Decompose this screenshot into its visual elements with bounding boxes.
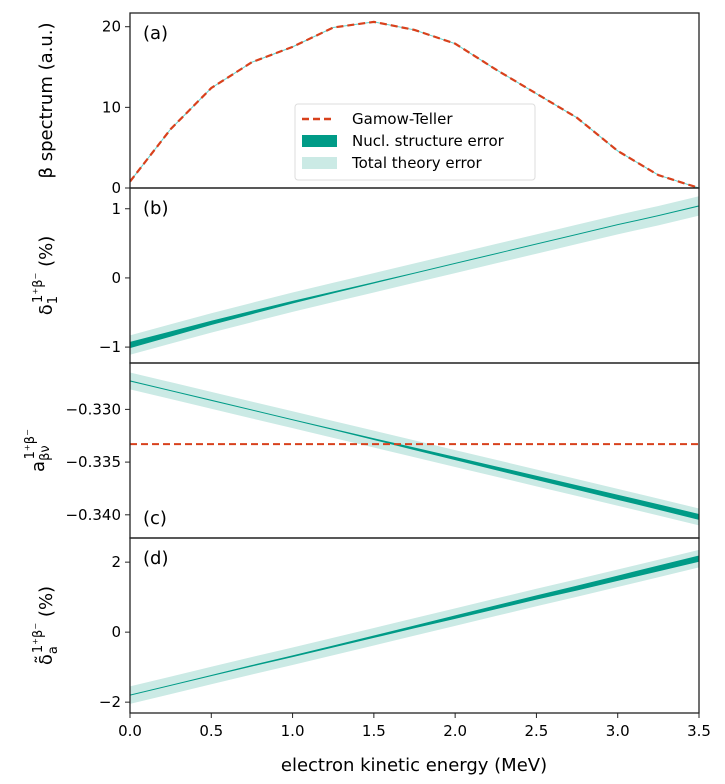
panel-tag: (c): [143, 508, 167, 529]
panel-1: −1 0 1 (b) δ11⁺β⁻ (%): [31, 187, 700, 364]
legend-nucl-structure-error: Nucl. structure error: [352, 132, 505, 150]
gamow-teller-line: [130, 20, 699, 188]
y-tick-label: 10: [102, 98, 121, 116]
y-axis-label: δ11⁺β⁻ (%): [31, 236, 61, 315]
x-tick-label: 2.5: [524, 722, 548, 740]
x-tick-label: 2.0: [443, 722, 467, 740]
panel-tag: (b): [143, 198, 168, 219]
y-tick-label: −0.330: [65, 400, 121, 418]
y-axis-label: aβν1⁺β⁻: [23, 429, 53, 472]
axes-frame: [129, 537, 700, 714]
y-tick-label: 0: [111, 623, 121, 641]
y-tick-label: 0: [111, 269, 121, 287]
nucl-error-band: [130, 380, 699, 520]
x-tick-label: 1.0: [281, 722, 305, 740]
y-tick-label: −2: [99, 693, 121, 711]
y-tick-label: 1: [111, 200, 121, 218]
legend-gamow-teller: Gamow-Teller: [352, 110, 453, 128]
x-tick-label: 1.5: [362, 722, 386, 740]
y-tick-label: −0.340: [65, 506, 121, 524]
legend-total-swatch: [302, 157, 337, 169]
total-error-band: [130, 196, 699, 355]
x-tick-label: 3.5: [687, 722, 711, 740]
x-tick-label: 0.5: [199, 722, 223, 740]
legend: Gamow-Teller Nucl. structure error Total…: [294, 103, 536, 181]
legend-nucl-swatch: [302, 135, 337, 147]
y-axis-label: δ̃a1⁺β⁻ (%): [31, 586, 61, 665]
panel-3: −2 0 2 (d) δ̃a1⁺β⁻ (%): [31, 537, 700, 714]
panel-0: 0 10 20 (a) β spectrum (a.u.): [36, 12, 700, 197]
y-tick-label: −0.335: [65, 453, 121, 471]
panel-tag: (a): [143, 23, 168, 44]
y-axis-label: β spectrum (a.u.): [36, 22, 57, 178]
panel-tag: (d): [143, 548, 168, 569]
y-tick-label: −1: [99, 338, 121, 356]
legend-frame: [294, 103, 536, 181]
nucl-error-band: [130, 555, 699, 696]
x-tick-label: 3.0: [606, 722, 630, 740]
x-tick-label: 0.0: [118, 722, 142, 740]
y-tick-label: 20: [102, 18, 121, 36]
y-tick-label: 2: [111, 553, 121, 571]
panel-2: −0.330 −0.335 −0.340 (c) aβν1⁺β⁻: [23, 362, 700, 539]
nucl-error-band: [130, 205, 699, 349]
legend-total-theory-error: Total theory error: [351, 154, 483, 172]
x-axis-label: electron kinetic energy (MeV): [281, 755, 547, 776]
y-tick-label: 0: [111, 179, 121, 197]
